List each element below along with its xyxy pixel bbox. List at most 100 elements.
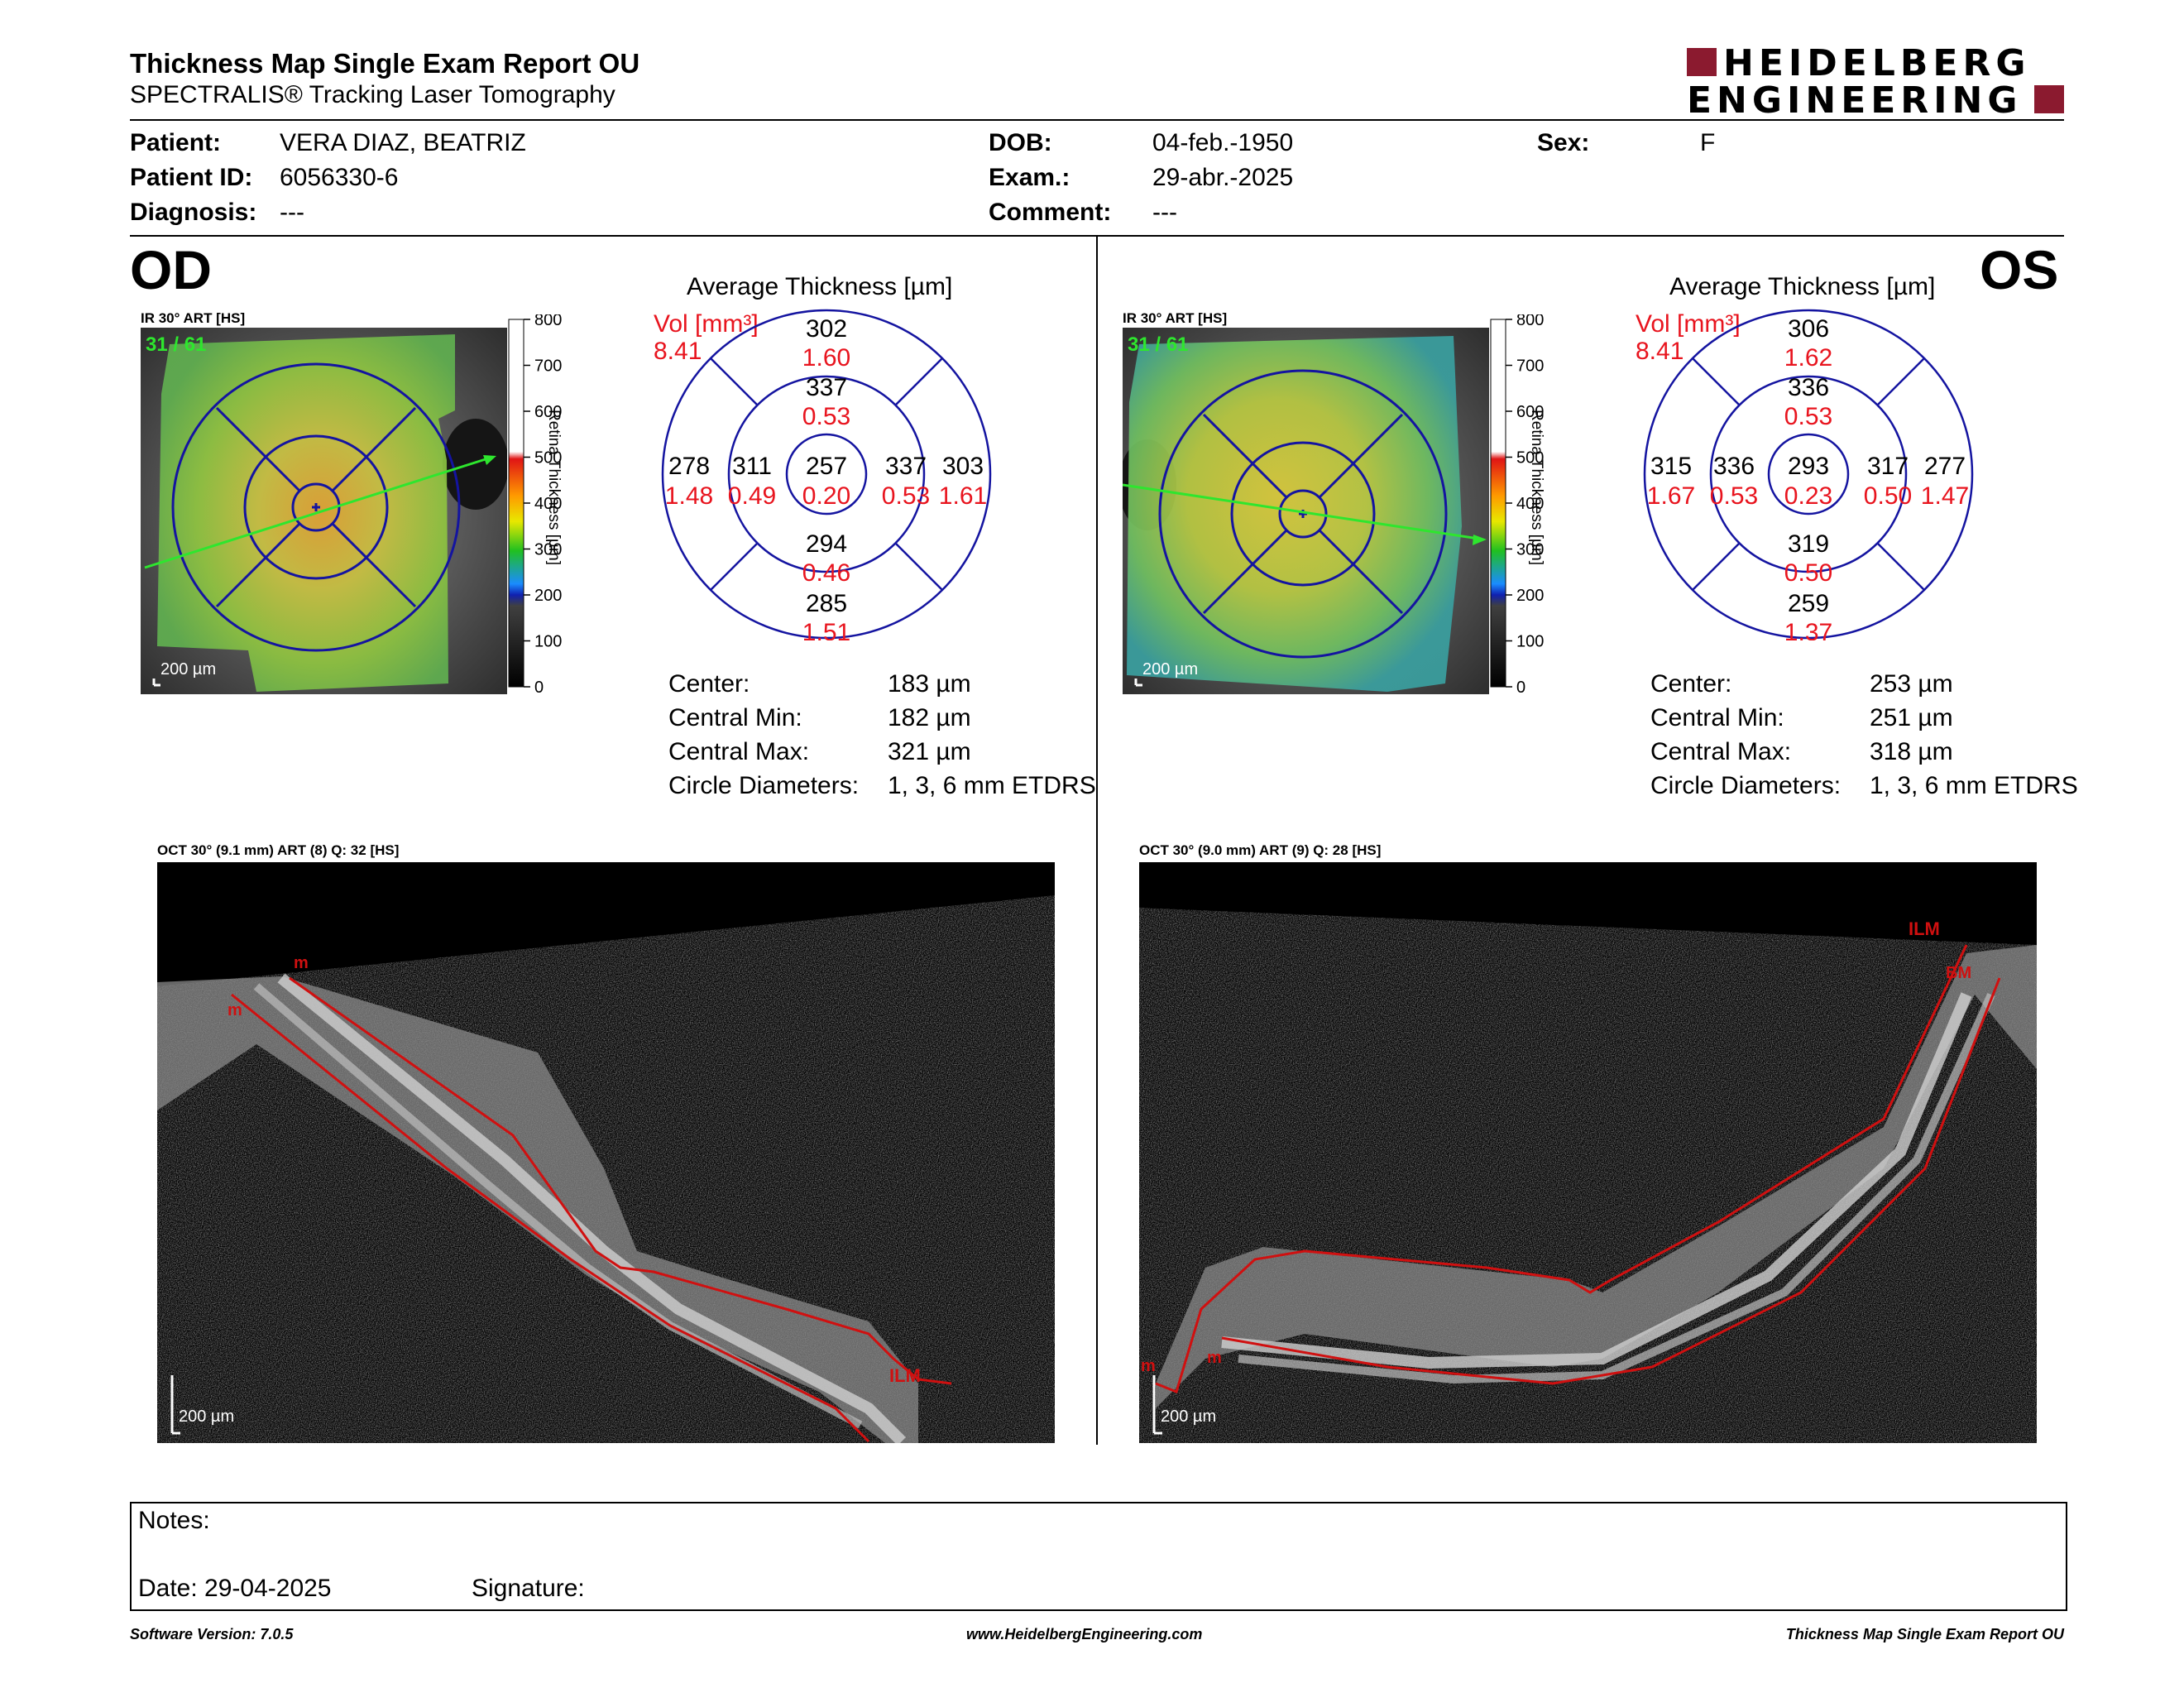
patient-divider <box>130 235 2064 237</box>
od-oct-label: OCT 30° (9.1 mm) ART (8) Q: 32 [HS] <box>157 842 400 858</box>
os-outer-inferior-thickness: 259 <box>1788 590 1829 617</box>
os-colorbar-tick-label: 200 <box>1516 587 1544 605</box>
od-circle-diameters-label: Circle Diameters: <box>668 772 860 799</box>
report-subtitle: SPECTRALIS® Tracking Laser Tomography <box>130 81 615 108</box>
os-circle-diameters-value: 1, 3, 6 mm ETDRS <box>1870 772 2078 799</box>
od-circle-diameters-value: 1, 3, 6 mm ETDRS <box>888 772 1096 799</box>
patient-id-label: Patient ID: <box>130 164 253 191</box>
notes-box[interactable]: Notes: Date: 29-04-2025 Signature: <box>130 1502 2067 1611</box>
od-outer-inferior-volume: 1.51 <box>802 619 850 640</box>
os-volume-label: Vol [mm³] <box>1636 310 1741 338</box>
os-ir-label: IR 30° ART [HS] <box>1123 310 1228 326</box>
report-title: Thickness Map Single Exam Report OU <box>130 48 640 79</box>
od-center-value: 183 µm <box>888 670 971 698</box>
os-outer-right-volume: 1.47 <box>1921 482 1969 510</box>
od-volume-label: Vol [mm³] <box>654 310 759 338</box>
os-inner-superior-thickness: 336 <box>1788 374 1829 401</box>
od-inner-inferior-volume: 0.46 <box>802 559 850 587</box>
od-ir-label: IR 30° ART [HS] <box>141 310 246 326</box>
os-colorbar-tick-label: 500 <box>1516 449 1544 468</box>
od-center-thickness: 257 <box>806 453 847 480</box>
od-colorbar-tick-label: 100 <box>534 633 562 651</box>
od-scale-label: 200 µm <box>160 660 216 679</box>
os-colorbar-tick-label: 100 <box>1516 633 1544 651</box>
od-outer-inferior-thickness: 285 <box>806 590 847 617</box>
os-oct-bm-marker: BM <box>1946 964 1971 982</box>
notes-label: Notes: <box>138 1507 210 1534</box>
os-eye-label: OS <box>1980 239 2059 300</box>
od-fundus-thickness-map: 31 / 61 200 µm <box>141 328 507 694</box>
os-oct-m-marker-2: m <box>1207 1349 1222 1367</box>
os-outer-inferior-volume: 1.37 <box>1784 619 1832 640</box>
exam-label: Exam.: <box>989 164 1070 191</box>
od-frame-label: 31 / 61 <box>146 333 206 356</box>
diagnosis-value: --- <box>280 199 304 226</box>
od-inner-left-volume: 0.49 <box>728 482 776 510</box>
od-colorbar: 800 700 600 500 400 300 200 100 0 <box>508 314 562 695</box>
od-inner-right-volume: 0.53 <box>882 482 930 510</box>
exam-value: 29-abr.-2025 <box>1152 164 1294 191</box>
od-volume-value: 8.41 <box>654 338 702 365</box>
os-colorbar-tick-label: 0 <box>1516 679 1525 695</box>
od-oct-bscan: ILM m m 200 µm <box>157 862 1055 1443</box>
os-inner-superior-volume: 0.53 <box>1784 403 1832 430</box>
od-etdrs-grid: 302 1.60 337 0.53 257 0.20 294 0.46 285 … <box>661 309 992 640</box>
os-outer-left-volume: 1.67 <box>1647 482 1695 510</box>
os-central-min-label: Central Min: <box>1650 704 1784 731</box>
footer-website: www.HeidelbergEngineering.com <box>966 1626 1203 1642</box>
os-center-volume: 0.23 <box>1784 482 1832 510</box>
od-central-max-label: Central Max: <box>668 738 810 765</box>
os-colorbar-tick-label: 400 <box>1516 495 1544 513</box>
od-avg-thickness-title: Average Thickness [µm] <box>687 273 953 300</box>
os-inner-right-thickness: 317 <box>1867 453 1909 480</box>
od-inner-superior-thickness: 337 <box>806 374 847 401</box>
eye-divider <box>1096 237 1098 1445</box>
os-oct-ilm-marker: ILM <box>1909 918 1940 939</box>
od-inner-left-thickness: 311 <box>732 453 772 480</box>
os-center-label: Center: <box>1650 670 1732 698</box>
od-central-max-value: 321 µm <box>888 738 971 765</box>
os-outer-superior-thickness: 306 <box>1788 315 1829 343</box>
os-fundus-thickness-map: 31 / 61 200 µm <box>1123 328 1489 694</box>
os-inner-left-volume: 0.53 <box>1710 482 1758 510</box>
od-central-min-value: 182 µm <box>888 704 971 731</box>
od-oct-m-marker-2: m <box>228 1001 242 1019</box>
os-oct-label: OCT 30° (9.0 mm) ART (9) Q: 28 [HS] <box>1139 842 1382 858</box>
os-circle-diameters-label: Circle Diameters: <box>1650 772 1842 799</box>
od-central-min-label: Central Min: <box>668 704 802 731</box>
os-inner-inferior-thickness: 319 <box>1788 530 1829 558</box>
os-center-thickness: 293 <box>1788 453 1829 480</box>
os-outer-superior-volume: 1.62 <box>1784 344 1832 372</box>
od-outer-left-volume: 1.48 <box>665 482 713 510</box>
patient-name: VERA DIAZ, BEATRIZ <box>280 129 526 156</box>
os-inner-inferior-volume: 0.50 <box>1784 559 1832 587</box>
header-divider <box>130 119 2064 121</box>
os-colorbar-tick-label: 700 <box>1516 357 1544 376</box>
sex-label: Sex: <box>1537 129 1590 156</box>
os-colorbar-tick-label: 800 <box>1516 314 1544 329</box>
od-colorbar-tick-label: 200 <box>534 587 562 605</box>
od-inner-superior-volume: 0.53 <box>802 403 850 430</box>
os-etdrs-grid: 306 1.62 336 0.53 293 0.23 319 0.50 259 … <box>1643 309 1974 640</box>
od-oct-ilm-marker: ILM <box>889 1365 921 1386</box>
od-inner-right-thickness: 337 <box>885 453 927 480</box>
os-scale-label: 200 µm <box>1142 660 1198 679</box>
comment-label: Comment: <box>989 199 1112 226</box>
comment-value: --- <box>1152 199 1177 226</box>
sex-value: F <box>1700 129 1716 156</box>
os-central-max-value: 318 µm <box>1870 738 1953 765</box>
od-inner-inferior-thickness: 294 <box>806 530 847 558</box>
od-outer-right-thickness: 303 <box>942 453 984 480</box>
diagnosis-label: Diagnosis: <box>130 199 257 226</box>
od-colorbar-tick-label: 800 <box>534 314 562 329</box>
os-colorbar-tick-label: 600 <box>1516 403 1544 421</box>
os-colorbar: 800 700 600 500 400 300 200 100 0 <box>1490 314 1544 695</box>
os-center-value: 253 µm <box>1870 670 1953 698</box>
od-colorbar-tick-label: 300 <box>534 541 562 559</box>
od-colorbar-title: Retina Thickness [µm] <box>545 410 563 565</box>
os-oct-scale: 200 µm <box>1161 1407 1216 1426</box>
footer-software-version: Software Version: 7.0.5 <box>130 1626 294 1642</box>
od-colorbar-tick-label: 700 <box>534 357 562 376</box>
dob-value: 04-feb.-1950 <box>1152 129 1294 156</box>
od-outer-superior-volume: 1.60 <box>802 344 850 372</box>
